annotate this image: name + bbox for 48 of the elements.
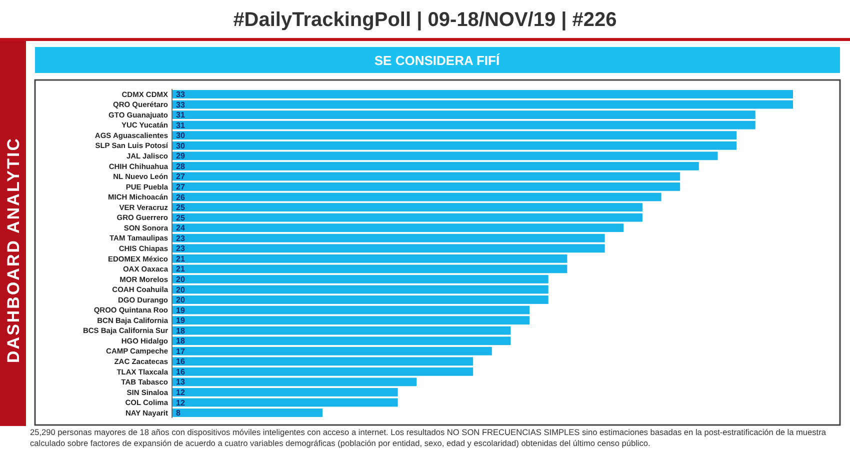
data-label: 33: [176, 90, 186, 100]
data-label: 20: [176, 274, 186, 284]
chart-title: SE CONSIDERA FIFÍ: [374, 53, 500, 68]
data-label: 31: [176, 120, 186, 130]
data-label: 27: [176, 172, 186, 182]
bar: [172, 90, 793, 98]
data-label: 26: [176, 192, 186, 202]
data-label: 33: [176, 100, 186, 110]
data-label: 16: [176, 367, 186, 376]
data-label: 29: [176, 152, 186, 161]
bar: [172, 316, 530, 324]
data-label: 13: [176, 378, 186, 387]
data-label: 27: [176, 182, 186, 192]
data-label: 8: [176, 408, 181, 418]
data-label: 19: [176, 316, 186, 326]
bar: [172, 388, 398, 396]
data-label: 23: [176, 234, 186, 243]
bar: [172, 306, 530, 314]
data-label: 31: [176, 110, 186, 120]
data-label: 18: [176, 326, 186, 336]
data-label: 21: [176, 254, 186, 264]
data-label: 19: [176, 306, 186, 315]
text: 25,290 personas mayores de 18 años con dispositivos móviles inteligentes con acceso a internet. Los resultados NO SON FRECUENCIAS SIMPLES sino estimaciones basadas en la post-estratificación de la muestra calculado sobre factores de expansión de acuerdo a cuatro variables demográficas (población por entidad, sexo, edad y escolaridad) obtenidas del último censo público.: [30, 427, 827, 449]
data-label: 18: [176, 336, 186, 346]
y-axis-title: DASHBOARD ANALYTIC: [4, 137, 23, 363]
bar: [172, 398, 398, 407]
data-label: 12: [176, 398, 186, 408]
bar: [172, 100, 793, 109]
data-label: 20: [176, 296, 186, 305]
bar: [172, 203, 642, 212]
chart-subtitle: #DailyTrackingPoll | 09-18/NOV/19 | #226: [233, 9, 617, 31]
data-label: 16: [176, 357, 186, 366]
data-label: 23: [176, 244, 186, 254]
data-label: 25: [176, 203, 186, 212]
data-label: 30: [176, 131, 186, 140]
data-label: 21: [176, 264, 186, 274]
data-label: 25: [176, 213, 186, 222]
bar: [172, 192, 662, 202]
bar: [172, 110, 756, 119]
data-label: 28: [176, 162, 186, 171]
data-label: 12: [176, 388, 186, 398]
data-label: 24: [176, 224, 186, 233]
bar: [172, 182, 680, 191]
bar: [172, 296, 548, 304]
bar: [172, 408, 323, 417]
data-label: 30: [176, 141, 186, 150]
data-label: 20: [176, 285, 186, 294]
data-label: 17: [176, 346, 186, 356]
